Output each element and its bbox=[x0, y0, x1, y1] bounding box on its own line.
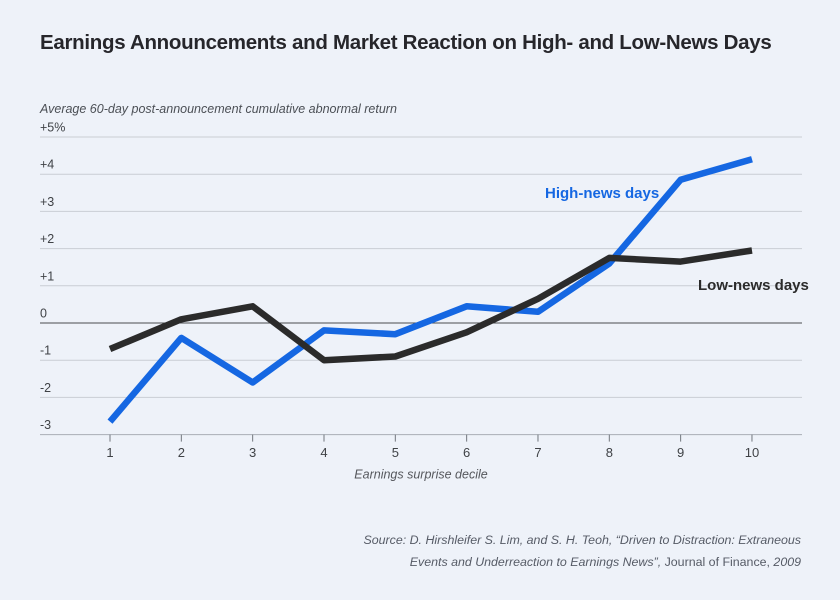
x-axis-title: Earnings surprise decile bbox=[354, 468, 487, 482]
y-tick-label: +3 bbox=[40, 195, 54, 209]
series-label-high-news: High-news days bbox=[545, 185, 660, 202]
high-news-line bbox=[107, 156, 753, 424]
y-tick-label: -2 bbox=[40, 381, 51, 395]
low-news-line bbox=[108, 247, 753, 364]
x-tick-label: 3 bbox=[249, 445, 256, 460]
y-tick-label: -3 bbox=[40, 418, 51, 432]
x-tick-label: 4 bbox=[320, 445, 327, 460]
x-tick-label: 1 bbox=[106, 445, 113, 460]
source-line2-italic: Events and Underreaction to Earnings New… bbox=[409, 555, 662, 570]
y-tick-label: +4 bbox=[40, 158, 54, 172]
y-tick-label: 0 bbox=[40, 307, 47, 321]
x-tick-label: 10 bbox=[745, 445, 759, 460]
x-tick-label: 6 bbox=[463, 445, 470, 460]
x-tick-label: 9 bbox=[677, 445, 684, 460]
y-tick-label: +1 bbox=[40, 269, 54, 283]
y-tick-label: +2 bbox=[40, 232, 54, 246]
chart-title: Earnings Announcements and Market Reacti… bbox=[40, 31, 772, 54]
source-year: 2009 bbox=[769, 555, 801, 570]
x-tick-label: 8 bbox=[606, 445, 613, 460]
series-label-low-news: Low-news days bbox=[698, 277, 809, 294]
x-tick-label: 2 bbox=[178, 445, 185, 460]
x-tick-label: 5 bbox=[392, 445, 399, 460]
y-tick-label: +5% bbox=[40, 121, 65, 135]
source-line1: Source: D. Hirshleifer S. Lim, and S. H.… bbox=[363, 533, 801, 547]
y-axis-title: Average 60-day post-announcement cumulat… bbox=[40, 102, 397, 116]
y-tick-label: -1 bbox=[40, 344, 51, 358]
source-journal-name: Journal of Finance, bbox=[661, 555, 770, 570]
source-citation: Source: D. Hirshleifer S. Lim, and S. H.… bbox=[281, 529, 801, 573]
x-tick-label: 7 bbox=[534, 445, 541, 460]
